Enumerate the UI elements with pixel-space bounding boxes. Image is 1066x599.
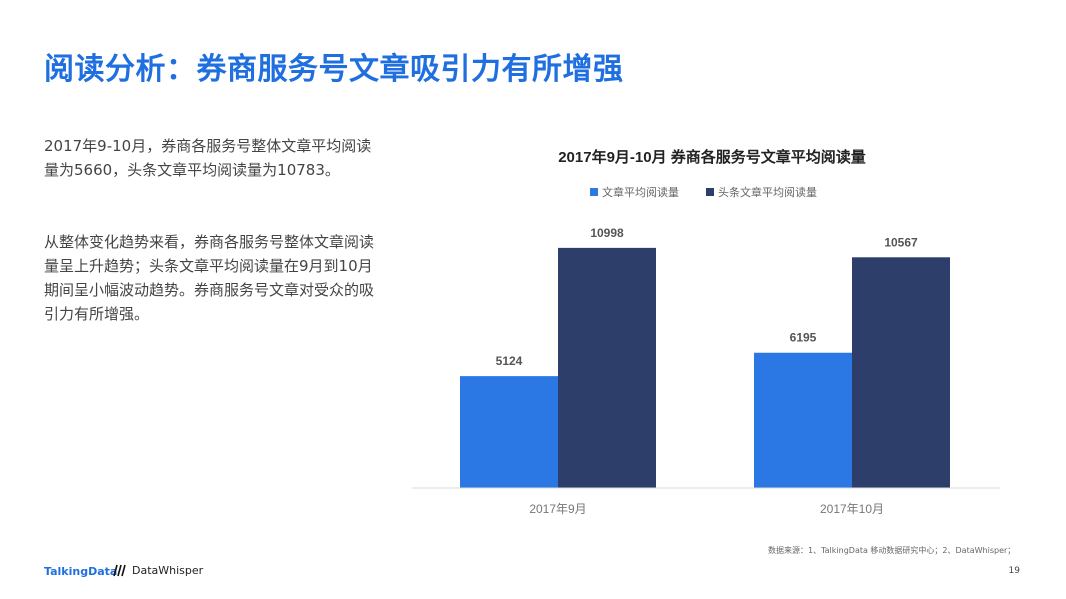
bar-chart: 2017年9月-10月 券商各服务号文章平均阅读量 文章平均阅读量 头条文章平均…: [412, 148, 1000, 516]
data-label-2-series-1: 6195: [790, 331, 817, 345]
legend-swatch-series-1: [590, 188, 598, 196]
chart-legend: 文章平均阅读量 头条文章平均阅读量: [590, 185, 817, 199]
page-title: 阅读分析：券商服务号文章吸引力有所增强: [44, 52, 624, 87]
chart-title: 2017年9月-10月 券商各服务号文章平均阅读量: [558, 148, 866, 166]
legend-label-series-1: 文章平均阅读量: [602, 185, 679, 199]
talkingdata-logo: TalkingData: [44, 565, 118, 578]
bar-1-series-1: [460, 376, 558, 488]
bar-2-series-1: [754, 352, 852, 488]
trend-paragraph: 从整体变化趋势来看，券商各服务号整体文章阅读量呈上升趋势；头条文章平均阅读量在9…: [44, 233, 375, 323]
page-number: 19: [1008, 566, 1020, 576]
x-tick-label-1: 2017年9月: [529, 502, 586, 516]
data-source-note: 数据来源：1、TalkingData 移动数据研究中心；2、DataWhispe…: [768, 546, 1016, 555]
data-label-2-series-2: 10567: [884, 235, 918, 249]
data-label-1-series-1: 5124: [496, 354, 523, 368]
summary-paragraph: 2017年9-10月，券商各服务号整体文章平均阅读量为5660，头条文章平均阅读…: [44, 137, 372, 179]
data-label-1-series-2: 10998: [590, 226, 624, 240]
datawhisper-text: DataWhisper: [132, 564, 204, 577]
bar-1-series-2: [558, 247, 656, 488]
chart-bars: 5124 10998 2017年9月 6195 10567 2017年10月: [460, 226, 950, 516]
legend-swatch-series-2: [706, 188, 714, 196]
x-tick-label-2: 2017年10月: [820, 502, 884, 516]
bar-2-series-2: [852, 257, 950, 488]
datawhisper-logo: DataWhisper: [112, 564, 203, 577]
legend-label-series-2: 头条文章平均阅读量: [718, 185, 817, 199]
datawhisper-icon: [113, 564, 126, 577]
